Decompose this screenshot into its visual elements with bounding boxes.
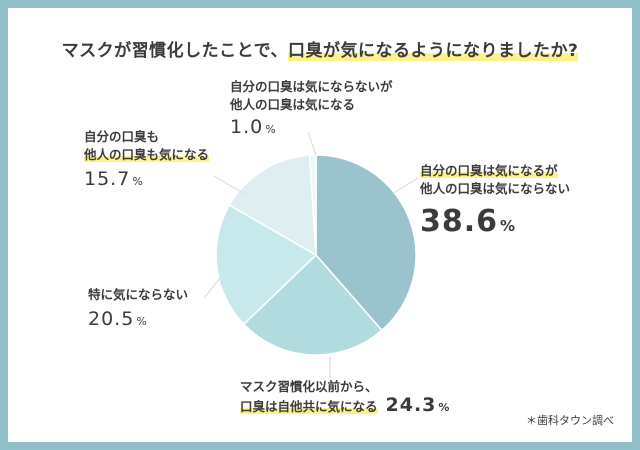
slice-4-number: 1.0 [230,116,264,138]
source-note: ＊歯科タウン調べ [526,414,614,427]
chart-title: マスクが習慣化したことで、口臭が気になるようになりましたか? [8,36,632,61]
title-lead: マスクが習慣化したことで、 [61,41,288,61]
leader-line-3 [213,175,244,194]
pie-slice-0 [315,154,417,332]
slice-label-3: 自分の口臭も 他人の口臭も気になる 15.7% [84,128,210,190]
slice-1-line-1: マスク習慣化以前から、 [240,379,378,394]
leader-line-0 [391,177,419,195]
slice-1-line-2: 口臭は自他共に気になる [240,399,378,414]
slice-label-0: 自分の口臭は気になるが 他人の口臭は気にならない 38.6% [420,162,570,239]
slice-3-line-2: 他人の口臭も気になる [84,147,210,162]
slice-0-unit: % [500,217,517,235]
slice-3-line-1: 自分の口臭も [84,129,160,144]
slice-label-4: 自分の口臭は気にならないが 他人の口臭は気になる 1.0% [230,78,393,138]
slice-4-line-2: 他人の口臭は気になる [230,97,356,112]
leader-line-4 [307,131,317,156]
infographic-frame: マスクが習慣化したことで、口臭が気になるようになりましたか? 自分の口臭は気にな… [8,8,632,442]
slice-2-unit: % [136,315,148,328]
slice-2-line-1: 特に気にならない [88,287,189,302]
title-highlight: 口臭が気になるようになりましたか? [287,41,579,61]
pie-slice-1 [242,253,383,356]
pie-slice-3 [228,154,317,257]
slice-3-number: 15.7 [84,168,131,190]
pie-slice-2 [215,204,318,326]
slice-2-number: 20.5 [88,308,135,330]
slice-2-value: 20.5% [88,308,188,330]
slice-0-line-1: 自分の口臭は気になるが [420,163,558,178]
slice-1-unit: % [438,401,451,414]
slice-label-1: マスク習慣化以前から、 口臭は自他共に気になる 24.3% [240,378,450,417]
slice-3-unit: % [132,175,144,188]
leader-line-2 [203,277,221,299]
slice-1-value: 24.3% [386,394,451,416]
slice-4-value: 1.0% [230,116,393,138]
slice-4-line-1: 自分の口臭は気にならないが [230,79,393,94]
slice-0-value: 38.6% [420,204,570,239]
slice-0-line-2: 他人の口臭は気にならない [420,181,571,196]
slice-1-number: 24.3 [385,394,437,416]
slice-0-number: 38.6 [420,204,499,239]
slice-3-value: 15.7% [84,168,209,190]
pie-chart [203,131,419,378]
slice-label-2: 特に気にならない 20.5% [88,286,188,330]
slice-4-unit: % [265,123,277,136]
